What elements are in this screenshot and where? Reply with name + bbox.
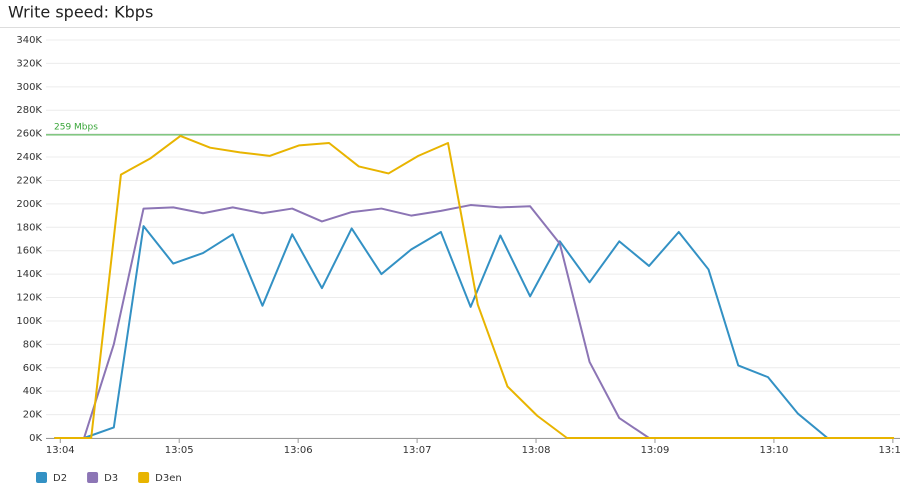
series-line xyxy=(54,225,887,439)
y-tick-label: 200K xyxy=(16,199,42,210)
y-tick-label: 120K xyxy=(16,293,42,304)
legend-swatch xyxy=(138,472,150,483)
y-tick-label: 100K xyxy=(16,316,42,327)
x-tick-label: 13:10 xyxy=(760,445,789,456)
x-tick-label: 13:06 xyxy=(284,445,313,456)
y-tick-label: 320K xyxy=(16,58,42,69)
y-tick-label: 300K xyxy=(16,82,42,93)
y-tick-label: 40K xyxy=(23,386,43,397)
x-tick-label: 13:04 xyxy=(46,445,75,456)
x-tick-label: 13:09 xyxy=(641,445,670,456)
y-tick-label: 240K xyxy=(16,152,42,163)
y-tick-label: 140K xyxy=(16,269,42,280)
y-tick-label: 260K xyxy=(16,129,42,140)
y-tick-label: 60K xyxy=(23,363,43,374)
threshold-label: 259 Mbps xyxy=(54,122,98,132)
x-tick-label: 13:07 xyxy=(403,445,432,456)
series-line xyxy=(54,204,887,439)
series-line xyxy=(54,134,895,439)
y-tick-label: 280K xyxy=(16,105,42,116)
y-tick-label: 340K xyxy=(16,35,42,46)
legend-swatch xyxy=(87,472,99,483)
legend-label: D2 xyxy=(53,473,67,484)
y-tick-label: 20K xyxy=(23,410,43,421)
chart-title: Write speed: Kbps xyxy=(8,3,153,22)
x-tick-label: 13:08 xyxy=(522,445,551,456)
legend-label: D3 xyxy=(104,473,118,484)
legend-swatch xyxy=(36,472,47,483)
legend-label: D3en xyxy=(155,473,182,484)
y-tick-label: 80K xyxy=(23,339,43,350)
x-tick-label: 13:11 xyxy=(878,445,900,456)
x-tick-label: 13:05 xyxy=(165,445,194,456)
y-tick-label: 180K xyxy=(16,222,42,233)
y-tick-label: 160K xyxy=(16,246,42,257)
y-tick-label: 0K xyxy=(29,433,42,444)
y-tick-label: 220K xyxy=(16,175,42,186)
